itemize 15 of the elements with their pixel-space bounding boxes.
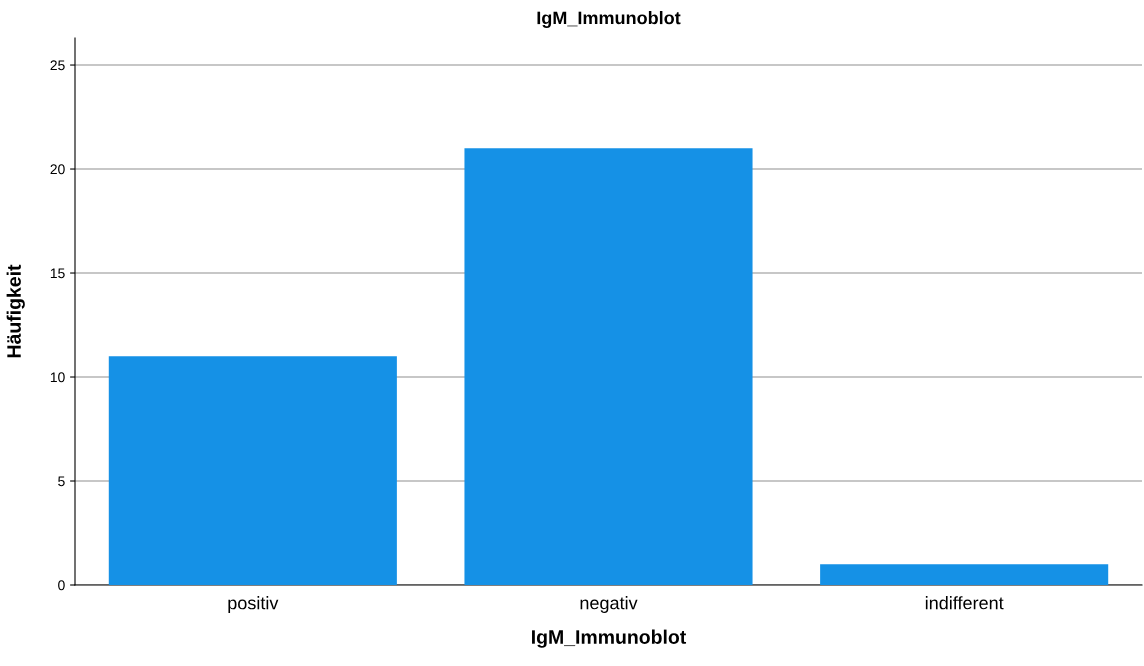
y-axis-title: Häufigkeit bbox=[6, 264, 25, 358]
y-tick-label: 20 bbox=[50, 164, 65, 175]
chart-title: IgM_Immunoblot bbox=[537, 11, 681, 28]
y-tick-label: 10 bbox=[50, 372, 65, 383]
y-tick-label: 25 bbox=[50, 60, 65, 71]
y-tick-label: 5 bbox=[58, 476, 65, 487]
x-tick-label: negativ bbox=[580, 596, 638, 613]
y-tick-label: 0 bbox=[58, 580, 65, 591]
x-axis-title: IgM_Immunoblot bbox=[532, 629, 687, 648]
bar bbox=[464, 148, 753, 585]
y-tick-label: 15 bbox=[50, 268, 65, 279]
bar bbox=[820, 564, 1109, 585]
bar bbox=[108, 356, 397, 585]
x-tick-label: indifferent bbox=[925, 596, 1004, 610]
x-tick-label: positiv bbox=[228, 596, 279, 613]
